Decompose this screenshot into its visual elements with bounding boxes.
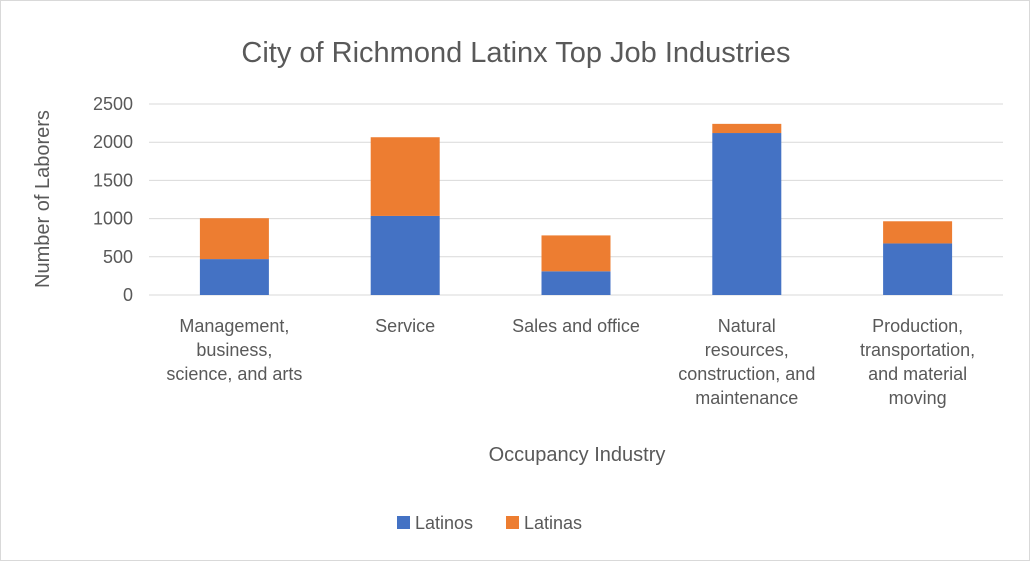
x-category-label-line: moving (889, 388, 947, 408)
bar-latinas-0 (199, 218, 269, 260)
legend: Latinos Latinas (397, 513, 582, 533)
y-tick-labels: 0 500 1000 1500 2000 2500 (93, 94, 133, 305)
legend-swatch-latinos (397, 516, 410, 529)
x-category-label-line: Natural (718, 316, 776, 336)
x-category-label-line: business, (196, 340, 272, 360)
y-tick-label: 2000 (93, 132, 133, 152)
x-category-label-line: and material (868, 364, 967, 384)
bar-latinos-3 (712, 133, 782, 295)
x-category-label-line: Sales and office (512, 316, 640, 336)
x-category-label-line: transportation, (860, 340, 975, 360)
legend-label-latinos: Latinos (415, 513, 473, 533)
x-category-label-line: construction, and (678, 364, 815, 384)
bar-latinos-4 (883, 243, 953, 295)
legend-label-latinas: Latinas (524, 513, 582, 533)
bar-latinas-2 (541, 235, 611, 272)
x-category-label-line: science, and arts (166, 364, 302, 384)
x-category-label-line: Service (375, 316, 435, 336)
bar-latinos-1 (370, 215, 440, 295)
y-tick-label: 500 (103, 247, 133, 267)
x-category-label: Management, business, science, and arts (166, 316, 302, 384)
bars (199, 123, 953, 295)
gridlines (149, 103, 1003, 296)
legend-swatch-latinas (506, 516, 519, 529)
bar-latinas-3 (712, 123, 782, 134)
bar-latinos-2 (541, 271, 611, 295)
x-category-label-line: maintenance (695, 388, 798, 408)
y-tick-label: 0 (123, 285, 133, 305)
y-tick-label: 2500 (93, 94, 133, 114)
x-axis-title: Occupancy Industry (489, 444, 666, 466)
y-axis-title: Number of Laborers (32, 110, 54, 288)
x-category-label: Production, transportation, and material mo… (860, 316, 975, 408)
x-category-label: Natural resources, construction, and mainte… (678, 316, 815, 408)
y-tick-label: 1500 (93, 170, 133, 190)
x-category-label: Service (375, 316, 435, 336)
x-category-label-line: Management, (179, 316, 289, 336)
bar-latinas-1 (370, 137, 440, 216)
bar-latinas-4 (883, 221, 953, 244)
chart-title: City of Richmond Latinx Top Job Industri… (241, 37, 790, 69)
x-category-labels: Management, business, science, and arts Ser… (166, 316, 975, 408)
y-tick-label: 1000 (93, 209, 133, 229)
bar-latinos-0 (199, 259, 269, 295)
x-category-label-line: Production, (872, 316, 963, 336)
x-category-label: Sales and office (512, 316, 640, 336)
x-category-label-line: resources, (705, 340, 789, 360)
